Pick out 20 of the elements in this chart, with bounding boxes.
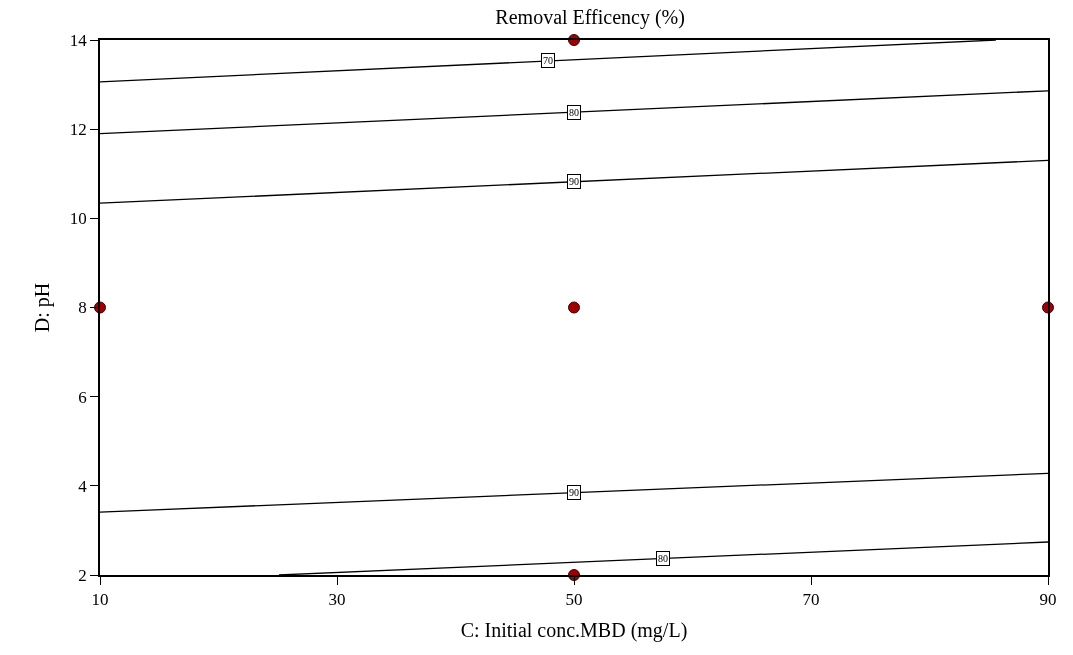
x-tick-label: 50 — [565, 590, 583, 610]
y-tick-label: 6 — [78, 387, 87, 407]
chart-title: Removal Efficency (%) — [495, 5, 685, 29]
x-tick-label: 70 — [802, 590, 820, 610]
y-tick-label: 4 — [78, 476, 88, 496]
x-tick-label: 10 — [91, 590, 109, 610]
y-tick-label: 14 — [69, 30, 88, 50]
series-label: 80 — [569, 107, 579, 118]
x-tick-label: 90 — [1039, 590, 1057, 610]
series-label: 80 — [658, 553, 668, 564]
y-tick-label: 2 — [78, 565, 87, 585]
y-tick-label: 12 — [69, 120, 87, 140]
series-label: 70 — [543, 55, 553, 66]
y-tick-label: 8 — [78, 298, 87, 318]
series-label: 90 — [569, 176, 579, 187]
y-axis-title: D: pH — [30, 282, 54, 333]
series-label: 90 — [569, 487, 579, 498]
x-axis-title: C: Initial conc.MBD (mg/L) — [460, 619, 688, 643]
x-tick-label: 30 — [328, 590, 346, 610]
y-tick-label: 10 — [69, 209, 87, 229]
